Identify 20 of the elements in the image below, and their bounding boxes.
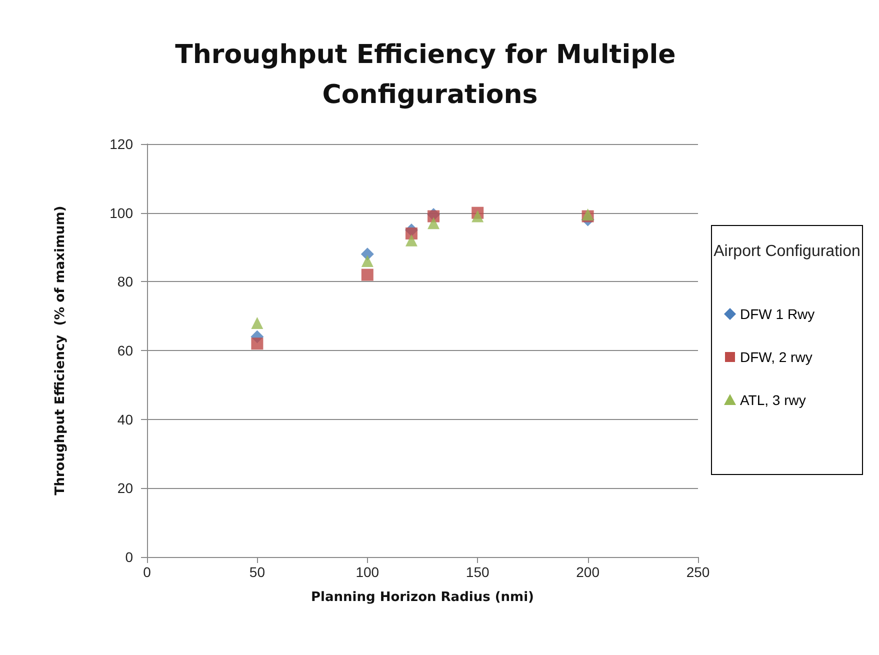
x-tick-label: 50 xyxy=(249,564,266,580)
y-tick-label: 40 xyxy=(117,411,134,428)
legend-label: ATL, 3 rwy xyxy=(740,392,806,408)
x-tick-label: 150 xyxy=(466,564,490,580)
y-tick-label: 100 xyxy=(110,204,134,221)
y-tick-label: 60 xyxy=(117,342,134,358)
chart-title: Throughput Efficiency for Multiple Configurations xyxy=(175,40,685,110)
y-tick-label: 0 xyxy=(125,549,134,565)
x-axis-title: Planning Horizon Radius (nmi) xyxy=(311,590,534,605)
legend-label: DFW, 2 rwy xyxy=(740,348,812,364)
x-tick-label: 100 xyxy=(356,564,380,580)
x-tick-label: 200 xyxy=(576,564,600,580)
x-tick-label: 250 xyxy=(686,564,710,580)
legend-label: DFW 1 Rwy xyxy=(740,306,815,322)
y-tick-label: 120 xyxy=(110,136,134,152)
y-tick-label: 20 xyxy=(117,480,134,496)
x-tick-label: 0 xyxy=(143,564,152,580)
y-axis-title: Throughput Efficiency (% of maximum) xyxy=(53,206,68,496)
y-tick-label: 80 xyxy=(117,274,134,290)
legend-title: Airport Configuration xyxy=(712,242,862,262)
